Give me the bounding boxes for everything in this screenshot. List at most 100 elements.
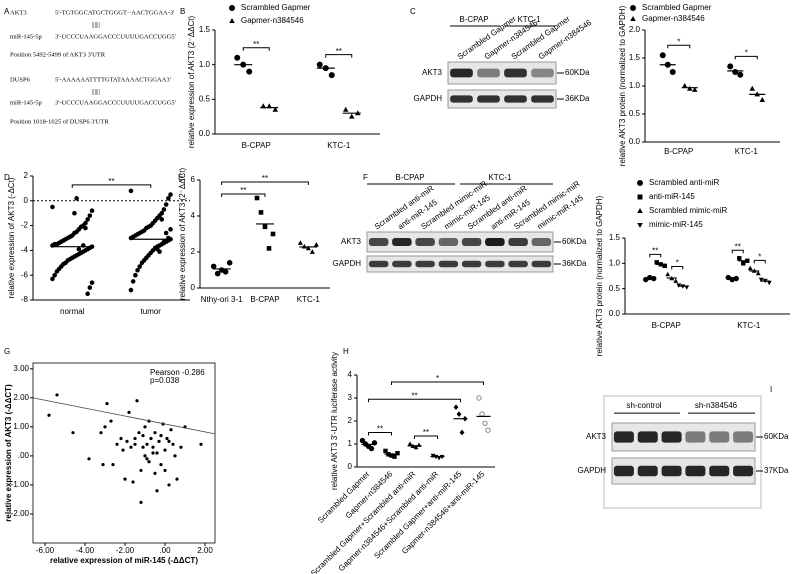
point [71, 431, 75, 435]
point [143, 425, 147, 429]
point [133, 272, 138, 278]
mirna: miR-145-5p [10, 99, 42, 106]
significance-label: ** [423, 428, 429, 437]
band [477, 95, 500, 103]
blot-group-label: KTC-1 [488, 173, 512, 182]
point [395, 451, 400, 456]
x-tick-label: normal [60, 307, 85, 316]
point [139, 500, 143, 504]
x-tick-label: B-CPAP [250, 295, 279, 304]
significance-label: * [677, 37, 680, 46]
blot-group-label: KTC-1 [517, 15, 541, 24]
point [167, 439, 171, 443]
point [55, 393, 59, 397]
y-tick-label: 0.0 [629, 137, 641, 146]
point [368, 445, 375, 452]
blot-group-label: B-CPAP [459, 15, 488, 24]
point [153, 431, 157, 435]
band [531, 238, 552, 246]
point [169, 428, 173, 432]
point [133, 436, 137, 441]
target-seq: 5'-TGTGGCATGCTGGGT··AACTGGAA-3' [55, 9, 174, 16]
point [111, 463, 115, 467]
point [47, 413, 51, 417]
y-axis-label: relative expression of AKT3 (-ΔΔCT) [4, 384, 13, 522]
point [50, 204, 55, 210]
point [687, 85, 693, 91]
point [234, 54, 241, 61]
point [167, 483, 171, 487]
y-tick-label: 1.5 [629, 53, 641, 62]
point [159, 463, 163, 467]
significance-label: ** [735, 242, 741, 251]
band [613, 431, 634, 443]
point [125, 439, 129, 443]
blot-strip [366, 231, 554, 253]
band [438, 260, 459, 268]
significance-bracket [221, 193, 266, 197]
band [733, 465, 754, 477]
point [85, 291, 90, 297]
point [163, 230, 169, 236]
point [272, 106, 278, 112]
band [415, 260, 435, 268]
x-tick-label: KTC-1 [327, 141, 351, 150]
significance-bracket [242, 47, 270, 51]
y-tick-label: 1.5 [199, 25, 211, 34]
significance-bracket [368, 398, 461, 403]
blot-group-label: sh-control [626, 401, 661, 410]
blot-group-label: B-CPAP [395, 173, 424, 182]
significance-label: ** [240, 186, 246, 195]
point [155, 451, 159, 455]
legend-marker [637, 223, 643, 228]
plot-frame [32, 362, 216, 544]
point [741, 261, 746, 266]
point [262, 224, 268, 230]
significance-label: ** [411, 391, 417, 400]
point [214, 270, 221, 277]
band [450, 68, 473, 78]
band [613, 465, 634, 477]
point [85, 217, 90, 222]
panel-a: AKT3 5'-TGTGGCATGCTGGGT··AACTGGAA-3' |||… [10, 9, 176, 125]
significance-bracket [649, 253, 662, 258]
point [166, 196, 171, 201]
target-seq: 5'-AAAAAATTTTGTATAAAACTGGAA3' [55, 76, 171, 83]
y-tick-label: 0 [24, 196, 29, 205]
point [121, 448, 125, 452]
significance-bracket [667, 44, 691, 49]
band [508, 260, 528, 268]
x-tick-label: B-CPAP [652, 321, 681, 330]
legend-label: Scrambled Gapmer [642, 3, 712, 12]
point [737, 71, 744, 78]
point [168, 227, 173, 232]
point [129, 445, 133, 449]
point [101, 463, 105, 467]
point [222, 269, 229, 275]
y-tick-label: -1.00 [11, 480, 30, 489]
y-tick-label: 2 [24, 171, 29, 180]
band [485, 260, 505, 268]
point [456, 411, 462, 417]
band [477, 68, 500, 78]
blot-strip [611, 422, 756, 452]
y-tick-label: 1.0 [609, 258, 621, 267]
point [659, 52, 666, 59]
point [479, 411, 485, 417]
point [78, 250, 84, 256]
point [737, 256, 742, 261]
significance-bracket [368, 432, 392, 436]
point [266, 103, 272, 109]
legend-label: Scrambled mimic-miR [649, 206, 727, 215]
blot-strip [366, 255, 554, 273]
x-tick-label: .00 [159, 546, 171, 555]
point [89, 280, 95, 285]
y-tick-label: 4 [191, 211, 196, 220]
point [135, 267, 140, 273]
annotation: p=0.038 [150, 376, 180, 385]
band [661, 465, 682, 477]
point [89, 208, 95, 214]
point [72, 210, 77, 216]
point [407, 441, 413, 446]
